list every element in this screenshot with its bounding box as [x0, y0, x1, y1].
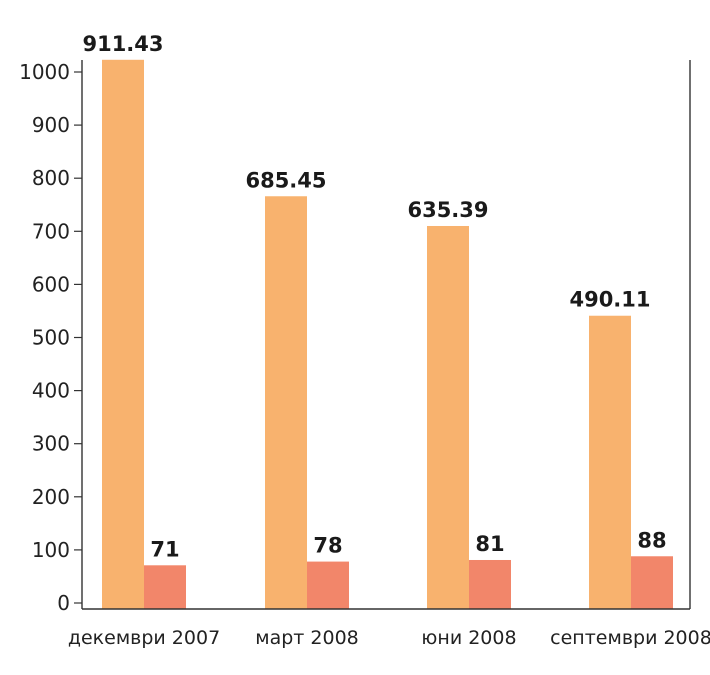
bar-series-2-2 [307, 561, 349, 609]
data-labels: 911.43 71 685.45 78 635.39 81 490.11 88 [82, 32, 666, 562]
category-label: декември 2007 [68, 627, 220, 649]
y-tick-label: 900 [32, 113, 70, 137]
y-tick-label: 800 [32, 166, 70, 190]
y-tick-label: 700 [32, 219, 70, 243]
bar-series-1-2 [265, 196, 307, 609]
y-tick-label: 1000 [19, 60, 70, 84]
data-label: 911.43 [82, 32, 163, 56]
data-label: 490.11 [569, 288, 650, 312]
x-axis-categories: декември 2007 март 2008 юни 2008 септември … [68, 627, 710, 649]
category-label: март 2008 [255, 627, 359, 649]
data-label: 81 [475, 532, 504, 556]
bar-series-2-1 [144, 565, 186, 609]
bars [102, 59, 673, 610]
y-tick-label: 0 [57, 591, 70, 615]
category-label: септември 2008 [550, 627, 710, 649]
y-axis: 0 100 200 300 400 500 600 700 800 900 1000 [19, 60, 82, 615]
y-tick-label: 600 [32, 272, 70, 296]
y-tick-label: 400 [32, 379, 70, 403]
bar-series-2-3 [469, 559, 511, 609]
y-tick-label: 200 [32, 485, 70, 509]
bar-series-1-1 [102, 59, 144, 610]
data-label: 88 [637, 528, 666, 552]
data-label: 71 [150, 537, 179, 561]
data-label: 78 [313, 534, 342, 558]
bar-series-2-4 [631, 556, 673, 609]
category-label: юни 2008 [421, 627, 516, 649]
data-label: 635.39 [407, 198, 488, 222]
bar-series-1-4 [589, 315, 631, 609]
y-tick-label: 100 [32, 538, 70, 562]
y-tick-label: 500 [32, 326, 70, 350]
bar-series-1-3 [427, 225, 469, 610]
y-tick-label: 300 [32, 432, 70, 456]
data-label: 685.45 [245, 168, 326, 192]
